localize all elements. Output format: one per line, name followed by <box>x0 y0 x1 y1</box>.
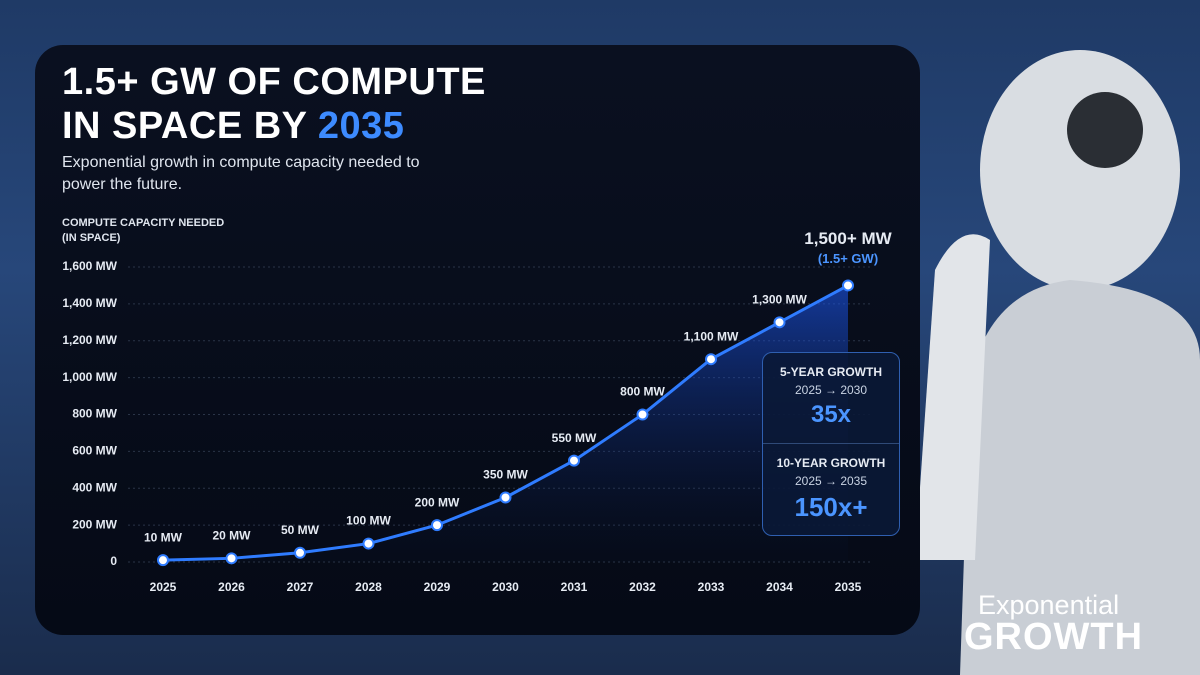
callout: 10-YEAR GROWTH 2025 → 2035 150x+ <box>763 443 899 534</box>
point <box>773 316 786 329</box>
data-label: 350 MW <box>483 468 528 482</box>
data-label: 200 MW <box>415 495 460 509</box>
y-tick-label: 600 MW <box>72 444 117 458</box>
data-label: 1,300 MW <box>752 292 807 306</box>
x-tick-label: 2032 <box>629 580 656 594</box>
robot-arm <box>915 234 990 560</box>
point <box>225 552 238 565</box>
point <box>568 454 580 467</box>
data-label: 1,500+ MW <box>804 229 892 248</box>
title-highlight: 2035 <box>317 105 405 147</box>
callout: 5-YEAR GROWTH 2025 → 2030 35x <box>763 353 899 443</box>
x-tick-label: 2029 <box>424 580 451 594</box>
y-tick-label: 1,400 MW <box>62 296 117 310</box>
x-tick-label: 2026 <box>218 580 245 594</box>
callout-value: 150x+ <box>794 492 868 522</box>
x-tick-label: 2034 <box>766 580 793 594</box>
y-tick-label: 200 MW <box>72 517 117 531</box>
point <box>705 353 717 366</box>
data-label: 100 MW <box>346 514 391 528</box>
y-tick-label: 400 MW <box>72 480 117 494</box>
data-label: 1,100 MW <box>684 329 739 343</box>
y-axis-label: COMPUTE CAPACITY NEEDED (IN SPACE) <box>62 217 225 244</box>
callout-value: 35x <box>810 401 852 428</box>
callout-title: 5-YEAR GROWTH <box>780 365 882 379</box>
robot-eye <box>1067 92 1143 168</box>
data-label: 800 MW <box>620 385 665 399</box>
x-tick-label: 2030 <box>492 580 519 594</box>
point <box>157 554 169 567</box>
point <box>499 491 512 504</box>
callout-range: 2025 → 2035 <box>794 474 868 488</box>
x-tick-label: 2031 <box>561 580 588 594</box>
x-tick-label: 2027 <box>287 580 314 594</box>
point <box>362 537 375 550</box>
data-label: 10 MW <box>144 530 183 544</box>
title-line: IN SPACE BY 2035 <box>62 104 486 148</box>
title-text: IN SPACE BY <box>62 105 307 147</box>
y-tick-label: 1,000 MW <box>62 370 117 384</box>
brand: GROWTH <box>964 616 1144 658</box>
title-line: 1.5+ GW OF COMPUTE <box>62 61 486 103</box>
subtitle: Exponential growth in compute capacity n… <box>62 154 420 193</box>
point <box>636 408 649 421</box>
callout-title: 10-YEAR GROWTH <box>776 456 886 470</box>
area <box>163 285 848 562</box>
point <box>431 519 443 532</box>
y-tick-label: 1,200 MW <box>62 333 117 347</box>
x-tick-label: 2035 <box>835 580 862 594</box>
data-note: (1.5+ GW) <box>818 251 878 266</box>
callout-box: 5-YEAR GROWTH 2025 → 2030 35x 10-YEAR GROWT… <box>762 352 900 536</box>
point <box>842 279 854 292</box>
data-label: 20 MW <box>212 528 251 542</box>
data-label: 550 MW <box>552 431 597 445</box>
x-tick-label: 2033 <box>698 580 725 594</box>
chart-title: 1.5+ GW OF COMPUTE IN SPACE BY 2035 <box>62 60 486 148</box>
x-tick-label: 2025 <box>150 580 177 594</box>
x-tick-label: 2028 <box>355 580 382 594</box>
y-tick-label: 800 MW <box>72 407 117 421</box>
callout-range: 2025 → 2030 <box>794 383 868 397</box>
y-tick-label: 1,600 MW <box>62 259 117 273</box>
brand: Exponential <box>978 590 1120 620</box>
point <box>294 546 306 559</box>
robot-body <box>960 280 1200 675</box>
data-label: 50 MW <box>281 523 320 537</box>
y-tick-label: 0 <box>110 554 117 568</box>
